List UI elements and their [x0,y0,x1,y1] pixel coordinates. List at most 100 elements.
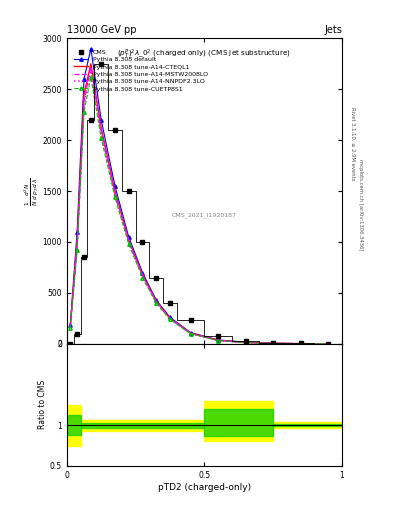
Pythia 8.308 tune-CUETP8S1 [99,135,104,141]
Pythia 8.308 tune-A14-MSTW2008LO [127,238,131,244]
Pythia 8.308 tune-A14-NNPDF2.3LO [68,324,73,330]
Line: Pythia 8.308 tune-CUETP8S1: Pythia 8.308 tune-CUETP8S1 [68,75,330,346]
Pythia 8.308 tune-A14-CTEQL1 [82,91,86,97]
Pythia 8.308 tune-CUETP8S1 [168,316,173,323]
Pythia 8.308 tune-A14-CTEQL1 [154,298,159,304]
Pythia 8.308 default [168,314,173,321]
Pythia 8.308 tune-A14-NNPDF2.3LO [168,316,173,322]
Pythia 8.308 tune-A14-MSTW2008LO [188,330,193,336]
Pythia 8.308 tune-A14-NNPDF2.3LO [140,273,145,279]
CMS [68,340,73,347]
Y-axis label: Ratio to CMS: Ratio to CMS [38,380,47,430]
CMS [298,340,303,347]
Pythia 8.308 tune-A14-NNPDF2.3LO [188,330,193,336]
Text: $(p_T^P)^2\lambda\_0^2$ (charged only) (CMS jet substructure): $(p_T^P)^2\lambda\_0^2$ (charged only) (… [118,48,291,61]
Legend: CMS, Pythia 8.308 default, Pythia 8.308 tune-A14-CTEQL1, Pythia 8.308 tune-A14-M: CMS, Pythia 8.308 default, Pythia 8.308 … [72,48,210,94]
Line: Pythia 8.308 tune-A14-CTEQL1: Pythia 8.308 tune-A14-CTEQL1 [70,64,328,344]
Pythia 8.308 tune-A14-NNPDF2.3LO [154,299,159,305]
Pythia 8.308 tune-A14-NNPDF2.3LO [113,191,118,197]
Pythia 8.308 default [243,339,248,345]
CMS [88,117,93,123]
Y-axis label: $\frac{1}{N}\,\frac{d^2N}{d\,p_T\,d\,\lambda}$: $\frac{1}{N}\,\frac{d^2N}{d\,p_T\,d\,\la… [23,177,41,205]
Text: mcplots.cern.ch [arXiv:1306.3436]: mcplots.cern.ch [arXiv:1306.3436] [358,159,363,250]
CMS [168,300,173,306]
Pythia 8.308 tune-A14-CTEQL1 [298,340,303,347]
Pythia 8.308 tune-A14-MSTW2008LO [82,98,86,104]
Pythia 8.308 tune-CUETP8S1 [68,325,73,331]
Pythia 8.308 default [75,229,79,235]
Pythia 8.308 tune-A14-MSTW2008LO [326,340,331,347]
Pythia 8.308 tune-A14-MSTW2008LO [88,64,93,70]
Line: CMS: CMS [68,62,330,346]
CMS [243,337,248,344]
Pythia 8.308 tune-A14-CTEQL1 [113,188,118,194]
Pythia 8.308 tune-A14-MSTW2008LO [68,324,73,330]
Pythia 8.308 tune-A14-CTEQL1 [88,61,93,67]
Pythia 8.308 tune-A14-MSTW2008LO [271,340,275,347]
Pythia 8.308 tune-CUETP8S1 [127,241,131,247]
Pythia 8.308 tune-A14-MSTW2008LO [75,241,79,247]
Pythia 8.308 tune-A14-NNPDF2.3LO [99,130,104,136]
Pythia 8.308 default [82,76,86,82]
CMS [326,340,331,347]
Text: Jets: Jets [324,25,342,35]
Pythia 8.308 tune-A14-CTEQL1 [243,339,248,346]
Pythia 8.308 default [113,183,118,189]
Pythia 8.308 tune-A14-MSTW2008LO [113,190,118,196]
CMS [188,317,193,324]
Pythia 8.308 tune-CUETP8S1 [188,331,193,337]
CMS [113,127,118,133]
Pythia 8.308 tune-A14-CTEQL1 [271,340,275,347]
Pythia 8.308 tune-A14-NNPDF2.3LO [298,340,303,347]
Pythia 8.308 tune-CUETP8S1 [82,109,86,115]
Pythia 8.308 tune-CUETP8S1 [88,74,93,80]
Pythia 8.308 tune-CUETP8S1 [113,194,118,200]
X-axis label: pTD2 (charged-only): pTD2 (charged-only) [158,482,251,492]
Pythia 8.308 tune-A14-NNPDF2.3LO [243,339,248,346]
Pythia 8.308 tune-CUETP8S1 [216,337,220,344]
Pythia 8.308 tune-A14-CTEQL1 [326,340,331,347]
Pythia 8.308 tune-A14-CTEQL1 [168,315,173,322]
Pythia 8.308 default [298,340,303,347]
CMS [75,331,79,337]
Pythia 8.308 tune-A14-MSTW2008LO [140,272,145,279]
Pythia 8.308 tune-A14-CTEQL1 [127,237,131,243]
Pythia 8.308 tune-CUETP8S1 [243,339,248,346]
Pythia 8.308 tune-A14-CTEQL1 [75,239,79,245]
Pythia 8.308 tune-A14-MSTW2008LO [216,337,220,344]
Pythia 8.308 default [68,323,73,329]
Pythia 8.308 tune-CUETP8S1 [75,247,79,253]
Pythia 8.308 tune-CUETP8S1 [140,274,145,281]
CMS [82,254,86,260]
Pythia 8.308 default [216,337,220,343]
Line: Pythia 8.308 tune-A14-MSTW2008LO: Pythia 8.308 tune-A14-MSTW2008LO [70,67,328,344]
Pythia 8.308 default [88,46,93,52]
Pythia 8.308 tune-A14-MSTW2008LO [168,315,173,322]
Pythia 8.308 tune-A14-MSTW2008LO [243,339,248,346]
CMS [216,333,220,339]
Pythia 8.308 tune-A14-NNPDF2.3LO [127,239,131,245]
CMS [127,188,131,194]
Pythia 8.308 tune-A14-NNPDF2.3LO [326,340,331,347]
Pythia 8.308 default [326,340,331,347]
Text: CMS_2021_I1920187: CMS_2021_I1920187 [172,212,237,218]
Pythia 8.308 tune-A14-MSTW2008LO [99,128,104,134]
Pythia 8.308 tune-A14-NNPDF2.3LO [82,101,86,108]
CMS [154,274,159,281]
CMS [99,61,104,67]
Pythia 8.308 tune-A14-CTEQL1 [99,125,104,131]
Text: Rivet 3.1.10, ≥ 2.9M events: Rivet 3.1.10, ≥ 2.9M events [350,106,355,180]
Pythia 8.308 tune-CUETP8S1 [298,340,303,347]
Pythia 8.308 tune-A14-MSTW2008LO [154,298,159,305]
Pythia 8.308 tune-A14-NNPDF2.3LO [216,337,220,344]
Pythia 8.308 tune-A14-NNPDF2.3LO [88,66,93,72]
Pythia 8.308 tune-A14-MSTW2008LO [298,340,303,347]
Pythia 8.308 tune-A14-NNPDF2.3LO [75,243,79,249]
Pythia 8.308 default [188,330,193,336]
Pythia 8.308 tune-CUETP8S1 [154,300,159,306]
Pythia 8.308 tune-A14-NNPDF2.3LO [271,340,275,347]
Pythia 8.308 tune-A14-CTEQL1 [216,337,220,343]
Pythia 8.308 tune-A14-CTEQL1 [68,324,73,330]
Line: Pythia 8.308 tune-A14-NNPDF2.3LO: Pythia 8.308 tune-A14-NNPDF2.3LO [70,69,328,344]
Pythia 8.308 tune-CUETP8S1 [326,340,331,347]
